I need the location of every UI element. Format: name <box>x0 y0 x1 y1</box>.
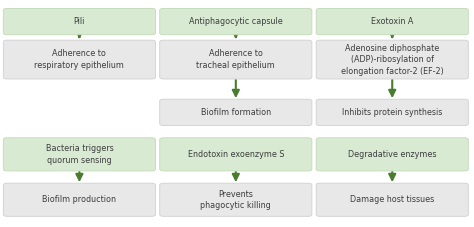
FancyBboxPatch shape <box>316 138 468 171</box>
FancyBboxPatch shape <box>316 99 468 126</box>
FancyBboxPatch shape <box>160 40 312 79</box>
Text: Degradative enzymes: Degradative enzymes <box>348 150 437 159</box>
FancyBboxPatch shape <box>160 8 312 35</box>
FancyBboxPatch shape <box>316 183 468 216</box>
Text: Inhibits protein synthesis: Inhibits protein synthesis <box>342 108 442 117</box>
FancyBboxPatch shape <box>3 8 155 35</box>
Text: Antiphagocytic capsule: Antiphagocytic capsule <box>189 17 283 26</box>
Text: Adherence to
respiratory epithelium: Adherence to respiratory epithelium <box>35 49 124 70</box>
FancyBboxPatch shape <box>3 183 155 216</box>
Text: Exotoxin A: Exotoxin A <box>371 17 413 26</box>
FancyBboxPatch shape <box>160 183 312 216</box>
Text: Biofilm formation: Biofilm formation <box>201 108 271 117</box>
Text: Damage host tissues: Damage host tissues <box>350 195 434 204</box>
Text: Adenosine diphosphate
(ADP)-ribosylation of
elongation factor-2 (EF-2): Adenosine diphosphate (ADP)-ribosylation… <box>341 44 444 76</box>
Text: Prevents
phagocytic killing: Prevents phagocytic killing <box>201 190 271 210</box>
FancyBboxPatch shape <box>3 40 155 79</box>
FancyBboxPatch shape <box>316 8 468 35</box>
FancyBboxPatch shape <box>3 138 155 171</box>
FancyBboxPatch shape <box>160 138 312 171</box>
Text: Pili: Pili <box>74 17 85 26</box>
FancyBboxPatch shape <box>316 40 468 79</box>
Text: Biofilm production: Biofilm production <box>42 195 117 204</box>
Text: Adherence to
tracheal epithelium: Adherence to tracheal epithelium <box>196 49 275 70</box>
Text: Endotoxin exoenzyme S: Endotoxin exoenzyme S <box>188 150 284 159</box>
FancyBboxPatch shape <box>160 99 312 126</box>
Text: Bacteria triggers
quorum sensing: Bacteria triggers quorum sensing <box>46 144 113 165</box>
